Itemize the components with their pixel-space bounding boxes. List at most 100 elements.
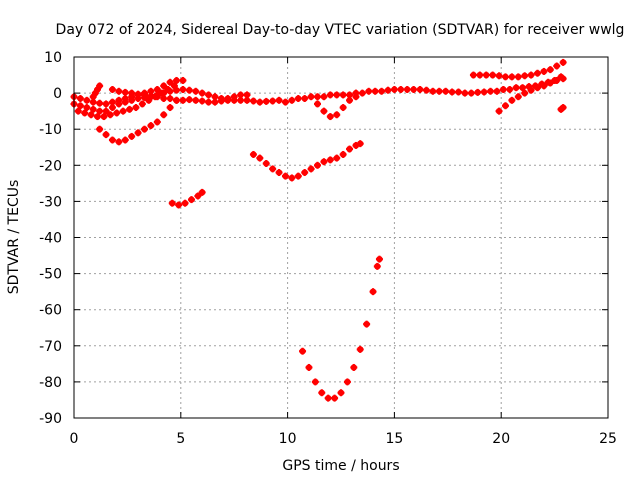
data-point <box>559 58 567 66</box>
data-point-dot <box>186 87 193 94</box>
axis-ticks <box>73 56 609 419</box>
data-point <box>326 91 334 99</box>
data-point <box>320 93 328 101</box>
data-point <box>294 95 302 103</box>
data-point-dot <box>102 107 110 115</box>
data-point <box>326 156 334 164</box>
data-point <box>160 111 168 119</box>
data-point-dot <box>350 364 358 371</box>
data-point-dot <box>320 158 328 165</box>
data-point-dot <box>107 111 114 118</box>
data-point <box>166 104 174 112</box>
data-point <box>448 88 456 96</box>
data-point <box>106 111 114 119</box>
x-tick-label: 25 <box>599 431 617 447</box>
data-point-dot <box>188 196 195 203</box>
data-series <box>557 104 567 113</box>
data-point-dot <box>519 84 526 91</box>
data-point-dot <box>109 136 116 144</box>
data-point <box>534 84 542 92</box>
data-point-dot <box>134 129 142 137</box>
data-point <box>350 363 358 371</box>
data-point-dot <box>376 255 383 263</box>
data-point-dot <box>275 97 283 104</box>
data-point-dot <box>346 97 353 104</box>
data-point <box>299 347 307 355</box>
data-point <box>166 78 174 86</box>
data-point <box>307 165 315 173</box>
data-point <box>307 93 315 101</box>
data-point-dot <box>312 378 319 386</box>
data-point-dot <box>540 82 548 90</box>
data-point <box>461 89 469 97</box>
data-point-dot <box>166 79 174 86</box>
data-point-dot <box>211 93 219 100</box>
data-point <box>546 79 554 87</box>
data-point <box>181 199 189 207</box>
data-point <box>346 145 354 153</box>
data-point <box>454 88 462 96</box>
data-point-dot <box>547 79 554 87</box>
data-point-dot <box>282 98 289 106</box>
data-point <box>140 91 148 99</box>
chart-title: Day 072 of 2024, Sidereal Day-to-day VTE… <box>56 22 625 38</box>
data-point <box>173 96 181 104</box>
data-point <box>217 95 225 103</box>
data-point-dot <box>96 107 103 115</box>
data-point <box>166 95 174 103</box>
data-point-dot <box>515 73 522 81</box>
y-tick-label: -70 <box>39 339 62 355</box>
data-point <box>378 87 386 95</box>
data-point <box>179 85 187 93</box>
data-point-dot <box>102 131 110 138</box>
data-point-dot <box>320 107 328 115</box>
data-point <box>119 107 127 115</box>
data-point-dot <box>83 97 91 104</box>
data-point-dot <box>331 394 338 402</box>
data-point <box>314 93 322 101</box>
data-point <box>269 97 277 105</box>
data-points <box>70 58 567 402</box>
data-point-dot <box>96 100 103 107</box>
data-series <box>249 140 364 182</box>
data-point-dot <box>243 97 251 104</box>
data-point <box>147 122 155 130</box>
data-point-dot <box>169 200 176 207</box>
data-point-dot <box>314 100 321 108</box>
data-point-dot <box>166 104 174 111</box>
data-point-dot <box>305 364 313 371</box>
data-point <box>132 104 140 112</box>
data-point <box>288 174 296 182</box>
data-point-dot <box>288 97 296 104</box>
data-point-dot <box>314 93 321 100</box>
data-point <box>363 320 371 328</box>
data-point-dot <box>324 394 332 402</box>
data-point <box>346 96 354 104</box>
data-point <box>166 87 174 95</box>
data-point-dot <box>205 98 212 106</box>
data-point-dot <box>495 107 503 115</box>
data-point-dot <box>339 104 347 111</box>
data-point <box>126 105 134 113</box>
data-point-dot <box>553 77 560 84</box>
data-point-dot <box>346 91 353 99</box>
data-point <box>346 91 354 99</box>
data-point <box>160 89 168 97</box>
data-point <box>521 89 529 97</box>
y-tick-label: 0 <box>53 86 62 102</box>
data-point <box>115 138 123 146</box>
data-point-dot <box>295 172 302 180</box>
data-point <box>311 378 319 386</box>
data-point-dot <box>134 90 142 98</box>
data-point-dot <box>295 95 302 102</box>
data-point-dot <box>480 88 488 96</box>
data-point <box>153 118 161 126</box>
data-point <box>76 95 84 103</box>
data-point-dot <box>166 88 174 95</box>
data-series <box>168 188 206 209</box>
data-point <box>519 84 527 92</box>
data-point <box>281 98 289 106</box>
data-point-dot <box>506 86 513 93</box>
data-point <box>198 97 206 105</box>
